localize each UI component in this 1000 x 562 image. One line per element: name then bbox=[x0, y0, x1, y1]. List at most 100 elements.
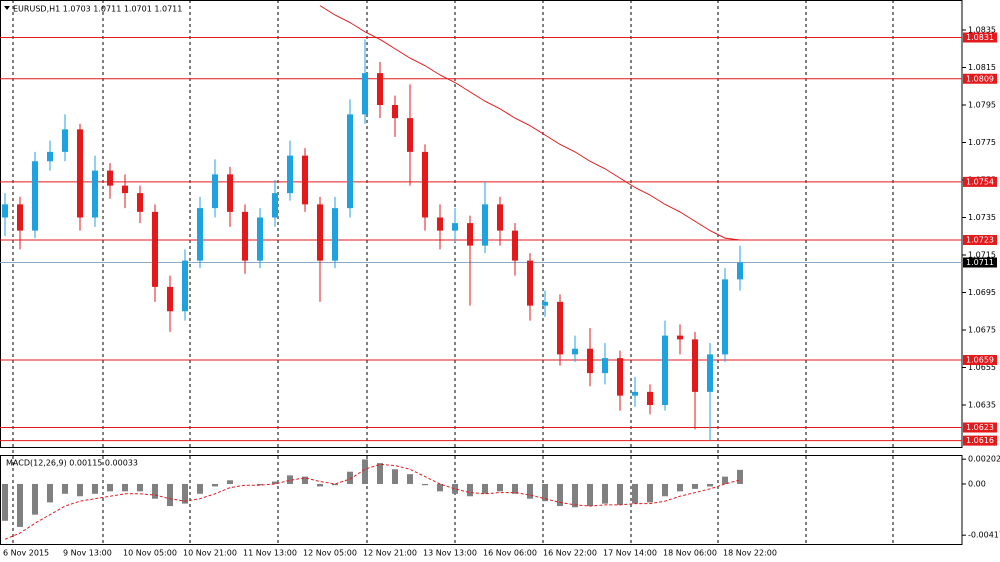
macd-bar bbox=[497, 483, 503, 492]
candle-body bbox=[692, 339, 698, 392]
candle-body bbox=[677, 335, 683, 340]
candle-body bbox=[467, 223, 473, 246]
macd-bar bbox=[287, 475, 293, 484]
level-label: 1.0659 bbox=[966, 356, 994, 365]
candle-body bbox=[362, 73, 368, 115]
y-tick-label: 1.0775 bbox=[968, 138, 996, 147]
candle-body bbox=[182, 260, 188, 312]
candle-body bbox=[452, 223, 458, 231]
candle-body bbox=[2, 204, 8, 218]
macd-bar bbox=[332, 483, 338, 486]
moving-average bbox=[319, 5, 741, 241]
level-label: 1.0723 bbox=[966, 236, 994, 245]
candle-body bbox=[137, 193, 143, 212]
macd-bar bbox=[422, 483, 428, 486]
level-label-box bbox=[963, 73, 997, 84]
candle-body bbox=[542, 301, 548, 306]
x-tick-label: 9 Nov 13:00 bbox=[63, 549, 112, 558]
macd-bar bbox=[452, 483, 458, 494]
macd-bar bbox=[467, 483, 473, 497]
period-separators bbox=[12, 0, 894, 545]
x-tick-label: 12 Nov 21:00 bbox=[363, 549, 417, 558]
level-label-box bbox=[963, 235, 997, 245]
candle-body bbox=[572, 348, 578, 355]
y-tick-label: 1.0795 bbox=[968, 101, 996, 110]
macd-bar bbox=[302, 476, 308, 484]
macd-bar bbox=[62, 483, 68, 494]
level-label: 1.0616 bbox=[966, 436, 994, 445]
candle-body bbox=[302, 155, 308, 205]
macd-bar bbox=[92, 483, 98, 494]
candle-body bbox=[707, 354, 713, 392]
x-tick-label: 16 Nov 22:00 bbox=[543, 549, 597, 558]
candle-body bbox=[407, 118, 413, 152]
macd-bar bbox=[677, 483, 683, 492]
y-tick-label: -0.00417 bbox=[968, 531, 1000, 540]
candle-body bbox=[527, 260, 533, 306]
x-tick-label: 11 Nov 13:00 bbox=[243, 549, 297, 558]
candle-body bbox=[377, 73, 383, 105]
macd-header: MACD(12,26,9) 0.00115 0.00033 bbox=[6, 459, 138, 468]
macd-bar bbox=[347, 471, 353, 484]
macd-panel-frame bbox=[0, 455, 963, 545]
y-tick-label: 1.0655 bbox=[968, 363, 996, 372]
macd-bar bbox=[107, 483, 113, 492]
macd-bar bbox=[557, 483, 563, 507]
x-tick-label: 10 Nov 21:00 bbox=[183, 549, 237, 558]
macd-bar bbox=[362, 459, 368, 484]
candle-body bbox=[617, 358, 623, 396]
price-panel-frame bbox=[0, 0, 963, 448]
macd-bar bbox=[377, 463, 383, 484]
candle-body bbox=[632, 391, 638, 396]
macd-bar bbox=[2, 483, 8, 521]
y-tick-label: 1.0835 bbox=[968, 26, 996, 35]
macd-bar bbox=[602, 483, 608, 504]
candle-body bbox=[197, 208, 203, 261]
candle-body bbox=[497, 204, 503, 231]
x-tick-label: 6 Nov 2015 bbox=[3, 549, 49, 558]
macd-bar bbox=[722, 476, 728, 484]
x-tick-label: 18 Nov 22:00 bbox=[723, 549, 777, 558]
macd-bar bbox=[167, 483, 173, 507]
candle-body bbox=[737, 262, 743, 280]
macd-bar bbox=[47, 483, 53, 503]
y-tick-label: 1.0695 bbox=[968, 288, 996, 297]
macd-bar bbox=[77, 483, 83, 497]
macd-bar bbox=[257, 483, 263, 486]
x-tick-label: 16 Nov 06:00 bbox=[483, 549, 537, 558]
macd-signal bbox=[4, 463, 741, 540]
x-tick-label: 17 Nov 14:00 bbox=[603, 549, 657, 558]
candle-body bbox=[47, 151, 53, 162]
macd-bar bbox=[632, 483, 638, 504]
macd-bar bbox=[647, 483, 653, 503]
candle-body bbox=[92, 170, 98, 218]
macd-bar bbox=[317, 483, 323, 487]
candle-body bbox=[272, 193, 278, 218]
candle-body bbox=[482, 204, 488, 246]
candle-body bbox=[287, 155, 293, 194]
candle-body bbox=[77, 129, 83, 218]
candle-body bbox=[422, 151, 428, 218]
x-tick-label: 12 Nov 05:00 bbox=[303, 549, 357, 558]
macd-bar bbox=[212, 483, 218, 487]
macd-bar bbox=[572, 483, 578, 508]
symbol-menu-arrow[interactable] bbox=[4, 6, 10, 10]
macd-bar bbox=[542, 483, 548, 502]
level-label: 1.0623 bbox=[966, 423, 994, 432]
candle-body bbox=[122, 185, 128, 194]
y-tick-label: 1.0815 bbox=[968, 63, 996, 72]
y-tick-label: 1.0675 bbox=[968, 326, 996, 335]
candle-body bbox=[317, 204, 323, 261]
macd-bar bbox=[152, 483, 158, 499]
price-label-box bbox=[963, 257, 997, 268]
macd-bar bbox=[707, 483, 713, 487]
level-label: 1.0809 bbox=[966, 74, 994, 83]
candle-body bbox=[212, 174, 218, 209]
candle-body bbox=[62, 129, 68, 152]
level-label: 1.0831 bbox=[966, 33, 994, 42]
candle-body bbox=[722, 279, 728, 355]
level-label-box bbox=[963, 355, 997, 365]
candle-body bbox=[662, 335, 668, 405]
candle-body bbox=[32, 161, 38, 231]
